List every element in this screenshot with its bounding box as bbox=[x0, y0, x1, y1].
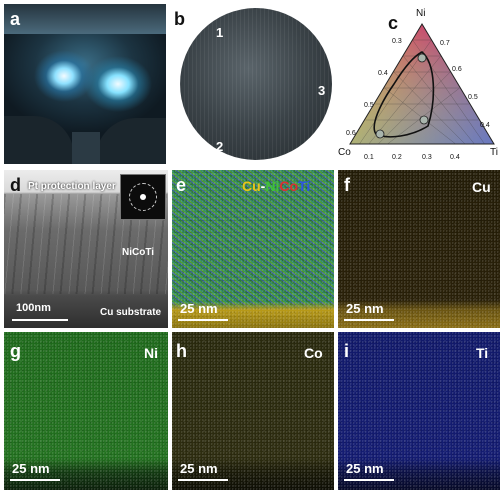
tick-left-4: 0.6 bbox=[346, 130, 356, 137]
diffraction-ring bbox=[129, 183, 157, 211]
ternary-fill-ti bbox=[350, 24, 494, 144]
scale-label-i: 25 nm bbox=[346, 461, 384, 476]
scale-label-h: 25 nm bbox=[180, 461, 218, 476]
vertex-ni: Ni bbox=[416, 8, 426, 19]
tick-right-2: 0.6 bbox=[452, 66, 462, 73]
title-ni: Ni bbox=[265, 178, 280, 194]
tick-left-3: 0.5 bbox=[364, 102, 374, 109]
sample-point-2 bbox=[419, 115, 429, 125]
wafer-marker-1: 1 bbox=[216, 25, 224, 40]
diffraction-inset bbox=[120, 174, 166, 220]
panel-f-cu-map: f Cu 25 nm bbox=[338, 170, 500, 328]
nicoti-label: NiCoTi bbox=[122, 247, 155, 258]
tick-right-1: 0.7 bbox=[440, 40, 450, 47]
scale-label-f: 25 nm bbox=[346, 301, 384, 316]
panel-label-d: d bbox=[10, 175, 21, 195]
map-noise-f bbox=[338, 170, 500, 328]
panel-label-f: f bbox=[344, 175, 350, 195]
panel-label-h: h bbox=[176, 341, 187, 361]
title-co: Co bbox=[279, 178, 299, 194]
panel-label-i: i bbox=[344, 341, 350, 361]
wafer-marker-3: 3 bbox=[318, 83, 326, 98]
tick-right-3: 0.5 bbox=[468, 94, 478, 101]
ternary-diagram bbox=[349, 23, 495, 145]
title-dash: - bbox=[260, 178, 266, 194]
chamber-right-fixture bbox=[96, 118, 166, 164]
ternary-outline bbox=[349, 23, 495, 145]
panel-label-a: a bbox=[10, 9, 21, 29]
map-noise-h bbox=[172, 332, 334, 490]
panel-i-ti-map: i Ti 25 nm bbox=[338, 332, 500, 490]
vertex-ti: Ti bbox=[490, 147, 498, 158]
sample-point-3 bbox=[375, 129, 385, 139]
panel-e-overlay-map: e Cu-NiCoTi 25 nm bbox=[172, 170, 334, 328]
scale-label-g: 25 nm bbox=[12, 461, 50, 476]
diffraction-center bbox=[140, 194, 146, 200]
scalebar-h bbox=[178, 479, 228, 481]
scalebar-e bbox=[178, 319, 228, 321]
panel-label-b: b bbox=[174, 9, 185, 29]
tick-right-4: 0.4 bbox=[480, 122, 490, 129]
element-label-g: Ni bbox=[144, 345, 158, 361]
tick-left-2: 0.4 bbox=[378, 70, 388, 77]
chamber-left-fixture bbox=[4, 116, 74, 164]
tick-bottom-3: 0.3 bbox=[422, 154, 432, 161]
scalebar-f bbox=[344, 319, 394, 321]
element-label-h: Co bbox=[304, 345, 323, 361]
wafer-marker-2: 2 bbox=[216, 139, 224, 154]
chamber-top-plate bbox=[4, 4, 166, 34]
scalebar-g bbox=[10, 479, 60, 481]
vertex-co: Co bbox=[338, 147, 351, 158]
title-ti: Ti bbox=[298, 178, 311, 194]
sample-holder bbox=[72, 132, 100, 164]
panel-h-co-map: h Co 25 nm bbox=[172, 332, 334, 490]
element-label-f: Cu bbox=[472, 179, 491, 195]
scale-label-e: 25 nm bbox=[180, 301, 218, 316]
title-cu: Cu bbox=[242, 178, 261, 194]
scale-label-d: 100nm bbox=[16, 302, 51, 314]
sample-point-1 bbox=[417, 53, 427, 63]
wafer-disk bbox=[180, 8, 332, 160]
element-label-i: Ti bbox=[476, 345, 489, 361]
panel-b-wafer: b 1 2 3 bbox=[170, 4, 334, 164]
overlay-title: Cu-NiCoTi bbox=[242, 178, 310, 194]
panel-a-photo: a bbox=[4, 4, 166, 164]
panel-label-c: c bbox=[388, 13, 399, 33]
scalebar-d bbox=[12, 319, 68, 321]
panel-c-ternary: c Ni Co Ti 0.3 0.4 0.5 0.6 0.7 0.6 0.5 0… bbox=[336, 4, 502, 164]
panel-label-g: g bbox=[10, 341, 21, 361]
tick-left-1: 0.3 bbox=[392, 38, 402, 45]
map-noise-e bbox=[172, 170, 334, 328]
panel-d-tem: d Pt protection layer NiCoTi Cu substrat… bbox=[4, 170, 168, 328]
map-noise-i bbox=[338, 332, 500, 490]
cu-substrate-label: Cu substrate bbox=[100, 307, 162, 318]
pt-layer-label: Pt protection layer bbox=[28, 181, 116, 192]
panel-g-ni-map: g Ni 25 nm bbox=[4, 332, 168, 490]
scalebar-i bbox=[344, 479, 394, 481]
map-noise-g bbox=[4, 332, 168, 490]
tick-bottom-1: 0.1 bbox=[364, 154, 374, 161]
panel-label-e: e bbox=[176, 175, 187, 195]
tick-bottom-4: 0.4 bbox=[450, 154, 460, 161]
tick-bottom-2: 0.2 bbox=[392, 154, 402, 161]
